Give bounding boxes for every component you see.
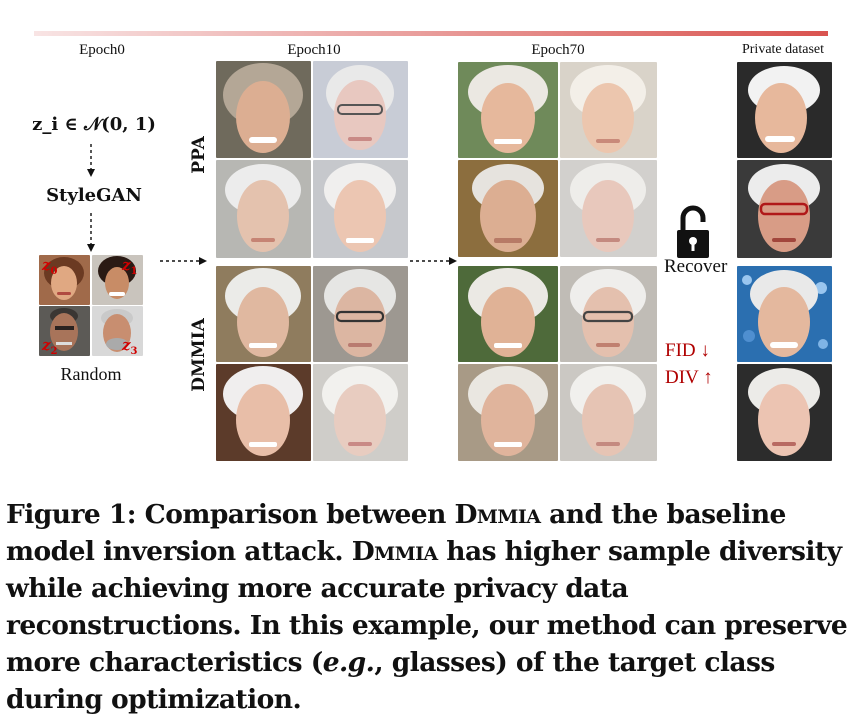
epoch70-ppa-face-2 xyxy=(560,62,657,158)
epoch10-dmmia-face-4 xyxy=(313,364,408,461)
epoch10-ppa-face-2 xyxy=(313,61,408,158)
epoch10-ppa-face-4 xyxy=(313,160,408,258)
epoch70-dmmia-face-1 xyxy=(458,266,558,362)
stylegan-label: StyleGAN xyxy=(46,185,142,206)
latent-z0-label: z0 xyxy=(42,256,58,277)
epoch10-dmmia-face-1 xyxy=(216,266,311,362)
caption-text-1: and the baseline model inversion attack. xyxy=(6,499,786,567)
epoch10-ppa-face-1 xyxy=(216,61,311,158)
epoch10-ppa-face-3 xyxy=(216,160,311,258)
epoch10-dmmia-face-3 xyxy=(216,364,311,461)
div-metric: DIV ↑ xyxy=(665,367,713,388)
private-dataset-label: Private dataset xyxy=(741,42,825,57)
private-face-2 xyxy=(737,160,832,258)
private-face-3 xyxy=(737,266,832,362)
epoch70-dmmia-face-2 xyxy=(560,266,657,362)
caption-eg: e.g. xyxy=(322,647,375,678)
random-face-1 xyxy=(92,255,143,305)
epoch0-label: Epoch0 xyxy=(79,42,125,58)
fid-metric: FID ↓ xyxy=(665,340,710,361)
epoch70-dmmia-face-3 xyxy=(458,364,558,461)
latent-z3-label: z3 xyxy=(122,336,138,357)
timeline-arrow xyxy=(34,31,828,36)
epoch70-dmmia-face-4 xyxy=(560,364,657,461)
random-label: Random xyxy=(60,364,122,384)
epoch10-label: Epoch10 xyxy=(287,42,341,58)
unlocked-padlock-icon xyxy=(677,205,709,258)
dashed-arrow-down-icon xyxy=(87,144,95,177)
dashed-arrow-right-icon xyxy=(410,257,457,265)
private-face-1 xyxy=(737,62,832,158)
random-face-2 xyxy=(39,306,90,356)
dashed-arrow-right-icon xyxy=(160,257,207,265)
latent-formula: z_i ∈ 𝒩(0, 1) xyxy=(32,114,156,135)
figure-caption: Figure 1: Comparison between Dmmia and t… xyxy=(6,496,858,718)
private-face-4 xyxy=(737,364,832,461)
caption-prefix: Figure 1: Comparison between xyxy=(6,499,455,530)
dashed-arrow-down-icon xyxy=(87,213,95,252)
method-label-dmmia: DMMIA xyxy=(189,318,209,392)
epoch70-ppa-face-1 xyxy=(458,62,558,158)
epoch70-label: Epoch70 xyxy=(531,42,585,58)
random-face-0 xyxy=(39,255,90,305)
method-label-ppa: PPA xyxy=(189,136,209,174)
caption-method-name: Dmmia xyxy=(351,536,438,567)
random-face-3 xyxy=(92,306,143,356)
caption-method-name: Dmmia xyxy=(454,499,541,530)
recover-label: Recover xyxy=(664,256,728,277)
latent-z2-label: z2 xyxy=(42,336,58,357)
latent-z1-label: z1 xyxy=(122,256,138,277)
epoch10-dmmia-face-2 xyxy=(313,266,408,362)
epoch70-ppa-face-4 xyxy=(560,160,657,257)
epoch70-ppa-face-3 xyxy=(458,160,558,257)
caption-text-2: has higher sample diversity while achiev… xyxy=(6,536,848,678)
